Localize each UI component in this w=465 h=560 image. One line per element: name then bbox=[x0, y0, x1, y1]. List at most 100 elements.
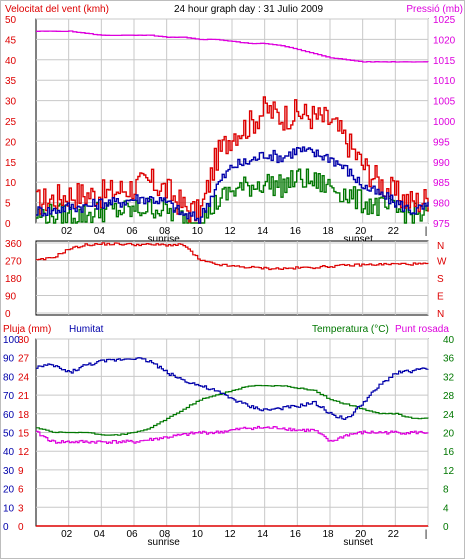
wind-chart-sunset-label: sunset bbox=[343, 234, 373, 245]
wind-chart-x-tick-label: 10 bbox=[192, 226, 204, 237]
dewpoint-line bbox=[36, 425, 429, 444]
pressure-y-tick-label: 1020 bbox=[433, 35, 456, 46]
wind-y-tick-label: 10 bbox=[5, 178, 17, 189]
rain-y-tick-label: 21 bbox=[18, 391, 30, 402]
wind-y-tick-label: 40 bbox=[5, 56, 17, 67]
rain-y-tick-label: 3 bbox=[18, 503, 24, 514]
humidity-y-tick-label: 90 bbox=[3, 354, 15, 365]
temperature-y-tick-label: 20 bbox=[443, 429, 455, 440]
climate-chart-x-tick-label: 18 bbox=[322, 529, 334, 540]
rain-humidity-temperature-chart: 0369121518212427300102030405060708090100… bbox=[3, 335, 455, 548]
climate-chart-x-tick-label: | bbox=[425, 529, 428, 540]
temperature-axis-label: Temperatura (°C) bbox=[312, 324, 389, 335]
rain-y-tick-label: 9 bbox=[18, 466, 24, 477]
direction-y-tick-label: 180 bbox=[5, 274, 22, 285]
wind-pressure-chart: 0510152025303540455097598098599099510001… bbox=[5, 15, 456, 245]
climate-chart-sunset-label: sunset bbox=[343, 537, 373, 548]
wind-y-tick-label: 15 bbox=[5, 158, 17, 169]
direction-y-tick-label: 360 bbox=[5, 239, 22, 250]
pressure-y-tick-label: 980 bbox=[433, 199, 450, 210]
rain-y-tick-label: 12 bbox=[18, 447, 30, 458]
temperature-y-tick-label: 28 bbox=[443, 391, 455, 402]
pressure-y-tick-label: 1025 bbox=[433, 15, 456, 26]
temperature-y-tick-label: 4 bbox=[443, 503, 449, 514]
climate-chart-x-tick-label: 20 bbox=[355, 529, 367, 540]
pressure-y-tick-label: 1010 bbox=[433, 76, 456, 87]
wind-chart-x-tick-label: 16 bbox=[290, 226, 302, 237]
temperature-y-tick-label: 12 bbox=[443, 466, 455, 477]
climate-chart-x-tick-label: 14 bbox=[257, 529, 269, 540]
humidity-y-tick-label: 80 bbox=[3, 372, 15, 383]
pressure-y-tick-label: 990 bbox=[433, 158, 450, 169]
temperature-y-tick-label: 32 bbox=[443, 372, 455, 383]
climate-chart-x-tick-label: 22 bbox=[388, 529, 400, 540]
wind-minimum-line bbox=[36, 168, 429, 224]
wind-chart-x-tick-label: 20 bbox=[355, 226, 367, 237]
wind-chart-x-tick-label: | bbox=[425, 226, 428, 237]
wind-chart-sunrise-label: sunrise bbox=[148, 234, 181, 245]
wind-chart-x-tick-label: 08 bbox=[159, 226, 171, 237]
direction-y-tick-label: 90 bbox=[5, 292, 17, 303]
humidity-y-tick-label: 40 bbox=[3, 447, 15, 458]
humidity-y-tick-label: 0 bbox=[3, 522, 9, 533]
climate-chart-sunrise-label: sunrise bbox=[148, 537, 181, 548]
wind-y-tick-label: 25 bbox=[5, 117, 17, 128]
humidity-y-tick-label: 20 bbox=[3, 485, 15, 496]
compass-label: S bbox=[437, 274, 444, 285]
temperature-y-tick-label: 24 bbox=[443, 410, 455, 421]
climate-chart-x-tick-label: 06 bbox=[126, 529, 138, 540]
compass-label: E bbox=[437, 292, 444, 303]
rain-y-tick-label: 18 bbox=[18, 410, 30, 421]
compass-label: N bbox=[437, 309, 444, 320]
wind-y-tick-label: 50 bbox=[5, 15, 17, 26]
wind-gust-line bbox=[36, 96, 429, 224]
pressure-y-tick-label: 1005 bbox=[433, 97, 456, 108]
humidity-y-tick-label: 30 bbox=[3, 466, 15, 477]
wind-speed-axis-label: Velocitat del vent (kmh) bbox=[5, 4, 109, 15]
wind-y-tick-label: 5 bbox=[5, 199, 11, 210]
wind-average-line bbox=[36, 146, 429, 224]
climate-chart-x-tick-label: 02 bbox=[61, 529, 73, 540]
climate-chart-x-tick-label: 10 bbox=[192, 529, 204, 540]
wind-y-tick-label: 35 bbox=[5, 76, 17, 87]
wind-chart-x-tick-label: 14 bbox=[257, 226, 269, 237]
rain-y-tick-label: 27 bbox=[18, 354, 30, 365]
rain-y-tick-label: 24 bbox=[18, 372, 30, 383]
wind-y-tick-label: 20 bbox=[5, 137, 17, 148]
pressure-y-tick-label: 1015 bbox=[433, 56, 456, 67]
pressure-axis-label: Pressió (mb) bbox=[406, 4, 463, 15]
pressure-line bbox=[36, 30, 429, 63]
wind-y-tick-label: 30 bbox=[5, 97, 17, 108]
wind-direction-line bbox=[36, 242, 429, 271]
temperature-y-tick-label: 0 bbox=[443, 522, 449, 533]
dewpoint-axis-label: Punt rosada bbox=[395, 324, 449, 335]
pressure-y-tick-label: 985 bbox=[433, 178, 450, 189]
humidity-y-tick-label: 10 bbox=[3, 503, 15, 514]
wind-chart-x-tick-label: 06 bbox=[126, 226, 138, 237]
wind-chart-x-tick-label: 22 bbox=[388, 226, 400, 237]
temperature-y-tick-label: 16 bbox=[443, 447, 455, 458]
rain-y-tick-label: 30 bbox=[18, 335, 30, 346]
temperature-y-tick-label: 36 bbox=[443, 354, 455, 365]
humidity-y-tick-label: 60 bbox=[3, 410, 15, 421]
wind-chart-x-tick-label: 12 bbox=[224, 226, 236, 237]
humidity-y-tick-label: 100 bbox=[3, 335, 20, 346]
climate-chart-x-tick-label: 16 bbox=[290, 529, 302, 540]
chart-title: 24 hour graph day : 31 Julio 2009 bbox=[174, 4, 323, 15]
pressure-y-tick-label: 975 bbox=[433, 219, 450, 230]
humidity-y-tick-label: 70 bbox=[3, 391, 15, 402]
wind-chart-x-tick-label: 18 bbox=[322, 226, 334, 237]
compass-label-north: N bbox=[437, 241, 444, 252]
rain-y-tick-label: 15 bbox=[18, 429, 30, 440]
temperature-line bbox=[36, 384, 429, 436]
humidity-axis-label: Humitat bbox=[69, 324, 104, 335]
pressure-y-tick-label: 1000 bbox=[433, 117, 456, 128]
rain-axis-label: Pluja (mm) bbox=[3, 324, 51, 335]
wind-y-tick-label: 0 bbox=[5, 219, 11, 230]
rain-y-tick-label: 6 bbox=[18, 485, 24, 496]
climate-chart-x-tick-label: 04 bbox=[94, 529, 106, 540]
pressure-y-tick-label: 995 bbox=[433, 137, 450, 148]
